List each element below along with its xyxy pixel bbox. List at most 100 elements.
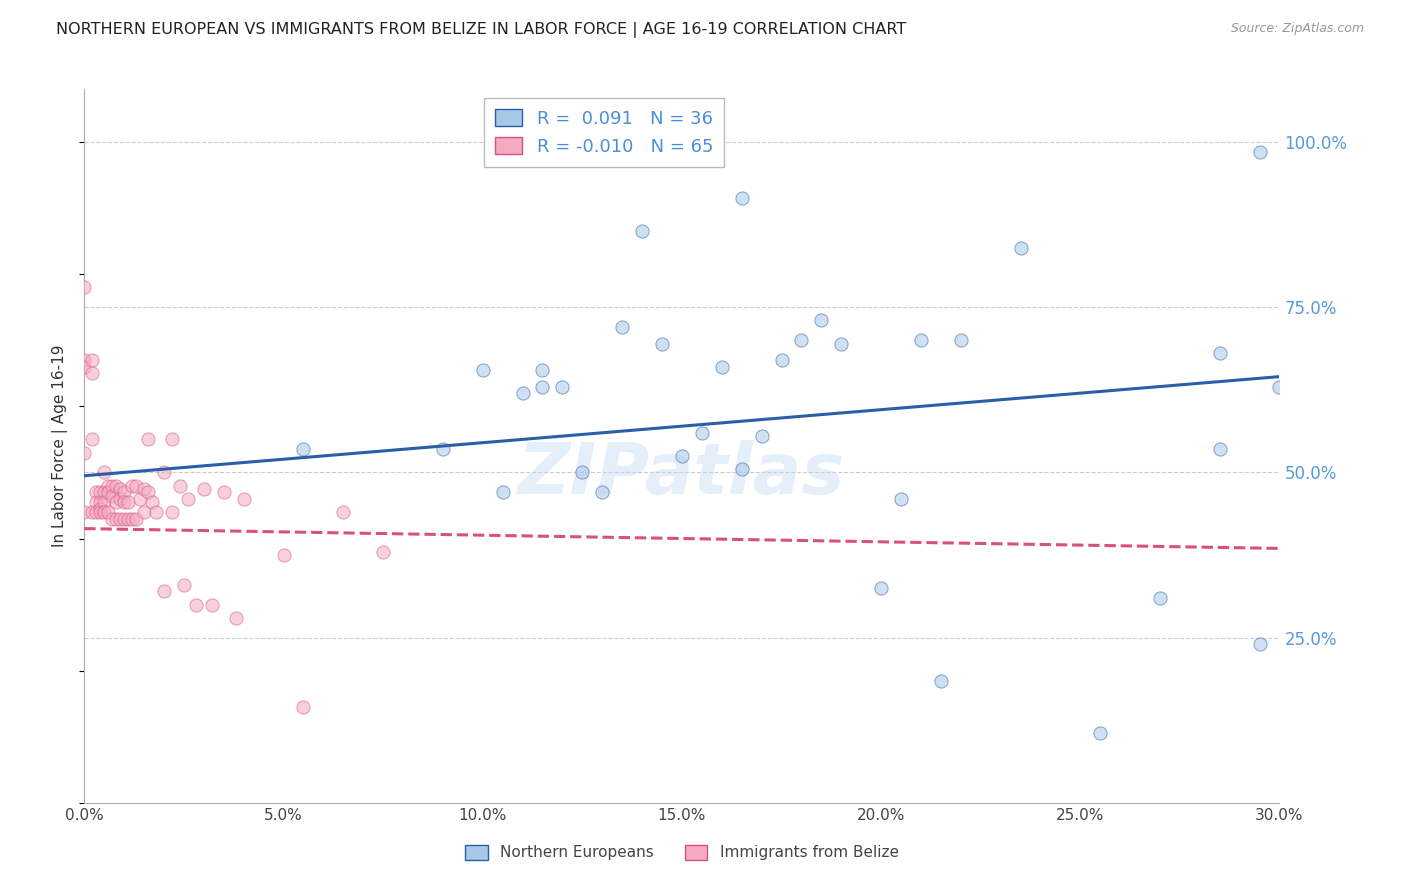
Point [105, 511, 128, 525]
Point [153, 466, 176, 480]
Point [82, 353, 104, 368]
Point [73, 353, 96, 368]
Point [731, 191, 754, 205]
Point [125, 511, 148, 525]
Point [93, 466, 115, 480]
Point [531, 379, 554, 393]
Point [292, 442, 315, 457]
Point [125, 478, 148, 492]
Point [273, 548, 295, 562]
Point [631, 224, 654, 238]
Point [910, 333, 932, 347]
Point [731, 462, 754, 476]
Point [232, 491, 254, 506]
Text: ZIPatlas: ZIPatlas [519, 440, 845, 509]
Point [612, 320, 634, 334]
Point [212, 485, 235, 500]
Point [1209, 442, 1232, 457]
Point [690, 425, 713, 440]
Point [551, 379, 574, 393]
Point [471, 363, 494, 377]
Point [86, 495, 108, 509]
Point [169, 478, 191, 492]
Point [97, 485, 120, 500]
Point [512, 386, 534, 401]
Point [890, 491, 912, 506]
Point [432, 442, 454, 457]
Point [105, 495, 128, 509]
Point [1268, 379, 1291, 393]
Point [1249, 637, 1271, 651]
Point [110, 491, 132, 506]
Point [82, 505, 104, 519]
Point [97, 505, 120, 519]
Point [89, 485, 111, 500]
Point [710, 359, 733, 374]
Point [73, 505, 96, 519]
Point [89, 501, 111, 516]
Point [929, 673, 952, 688]
Point [332, 505, 354, 519]
Point [136, 433, 159, 447]
Legend: Northern Europeans, Immigrants from Belize: Northern Europeans, Immigrants from Beli… [458, 838, 905, 866]
Point [810, 313, 832, 327]
Point [93, 505, 115, 519]
Point [89, 495, 111, 509]
Point [73, 445, 96, 459]
Point [531, 363, 554, 377]
Point [184, 598, 207, 612]
Point [225, 611, 247, 625]
Point [173, 578, 195, 592]
Point [93, 495, 115, 509]
Point [82, 367, 104, 381]
Point [870, 581, 893, 595]
Text: NORTHERN EUROPEAN VS IMMIGRANTS FROM BELIZE IN LABOR FORCE | AGE 16-19 CORRELATI: NORTHERN EUROPEAN VS IMMIGRANTS FROM BEL… [56, 22, 907, 38]
Point [101, 478, 124, 492]
Point [651, 336, 673, 351]
Point [373, 545, 395, 559]
Point [671, 449, 693, 463]
Point [101, 511, 124, 525]
Point [121, 478, 143, 492]
Point [292, 700, 315, 714]
Text: Source: ZipAtlas.com: Source: ZipAtlas.com [1230, 22, 1364, 36]
Point [112, 511, 135, 525]
Point [86, 485, 108, 500]
Point [121, 511, 143, 525]
Point [117, 495, 139, 509]
Point [117, 511, 139, 525]
Point [73, 280, 96, 294]
Point [571, 466, 593, 480]
Point [89, 505, 111, 519]
Point [93, 485, 115, 500]
Point [86, 505, 108, 519]
Point [1010, 241, 1032, 255]
Point [136, 485, 159, 500]
Point [132, 482, 156, 496]
Point [790, 333, 813, 347]
Point [105, 478, 128, 492]
Point [201, 598, 224, 612]
Point [73, 359, 96, 374]
Point [1149, 591, 1171, 605]
Point [1249, 145, 1271, 159]
Point [177, 491, 200, 506]
Point [160, 505, 183, 519]
Point [132, 505, 156, 519]
Point [97, 478, 120, 492]
Point [492, 485, 515, 500]
Point [112, 495, 135, 509]
Y-axis label: In Labor Force | Age 16-19: In Labor Force | Age 16-19 [52, 344, 69, 548]
Point [591, 485, 613, 500]
Point [751, 429, 773, 443]
Point [101, 489, 124, 503]
Point [112, 485, 135, 500]
Point [949, 333, 972, 347]
Point [1090, 726, 1112, 740]
Point [129, 491, 152, 506]
Point [153, 584, 176, 599]
Point [110, 511, 132, 525]
Point [141, 495, 163, 509]
Point [1209, 346, 1232, 360]
Point [160, 433, 183, 447]
